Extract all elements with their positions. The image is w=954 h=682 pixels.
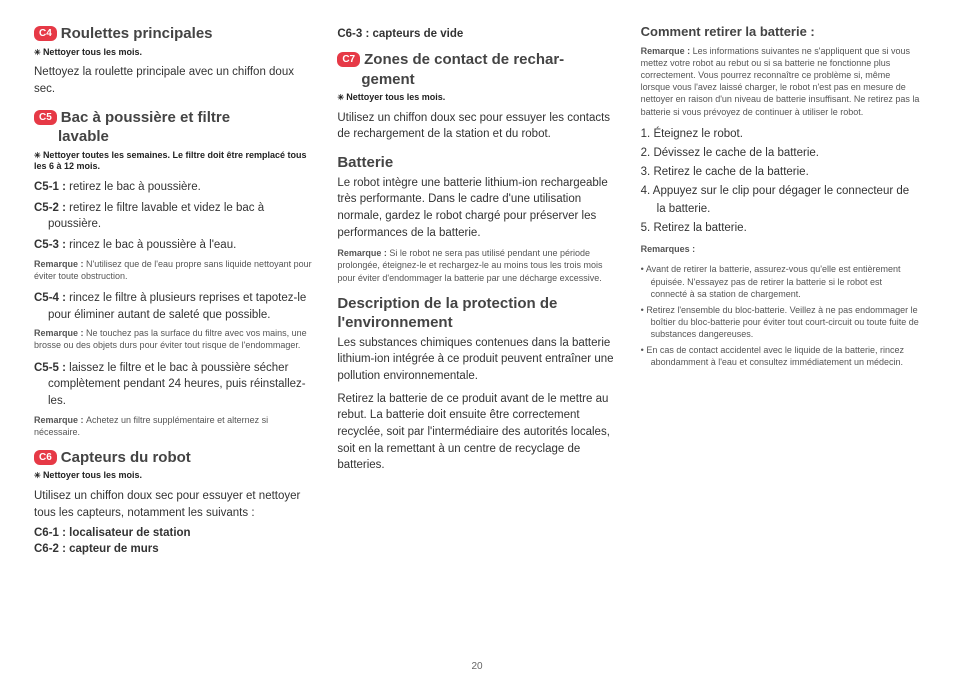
list-item: 4. Appuyez sur le clip pour dégager le c… <box>641 183 920 218</box>
step-c5-1: C5-1 : retirez le bac à poussière. <box>34 179 313 196</box>
list-item: 2. Dévissez le cache de la batterie. <box>641 145 920 162</box>
sensor-c6-2: C6-2 : capteur de murs <box>34 543 313 555</box>
page-number: 20 <box>0 661 954 672</box>
step-c5-4: C5-4 : rincez le filtre à plusieurs repr… <box>34 290 313 323</box>
heading-c6: C6 Capteurs du robot <box>34 448 313 468</box>
heading-env: Description de la protection de l'enviro… <box>337 294 616 333</box>
heading-c7: C7Zones de contact de rechar-gement <box>337 50 616 89</box>
star-c4: Nettoyer tous les mois. <box>34 47 313 59</box>
remarques-label: Remarques : <box>641 243 920 255</box>
column-1: C4 Roulettes principales Nettoyer tous le… <box>34 24 313 559</box>
list-item: Avant de retirer la batterie, assurez-vo… <box>641 263 920 299</box>
remarques-list: Avant de retirer la batterie, assurez-vo… <box>641 263 920 368</box>
title-c4: Roulettes principales <box>61 25 213 42</box>
title-c6: Capteurs du robot <box>61 449 191 466</box>
column-3: Comment retirer la batterie : Remarque :… <box>641 24 920 559</box>
badge-c4: C4 <box>34 26 57 41</box>
sensor-c6-1: C6-1 : localisateur de station <box>34 527 313 539</box>
note-c5-c: Remarque : Achetez un filtre supplémenta… <box>34 414 313 438</box>
body-env-1: Les substances chimiques contenues dans … <box>337 335 616 385</box>
title-c7: Zones de contact de rechar-gement <box>337 51 564 88</box>
column-2: C6-3 : capteurs de vide C7Zones de conta… <box>337 24 616 559</box>
body-c7: Utilisez un chiffon doux sec pour essuye… <box>337 110 616 143</box>
title-c5: Bac à poussière et filtrelavable <box>34 109 230 146</box>
heading-batterie: Batterie <box>337 153 616 173</box>
body-c4: Nettoyez la roulette principale avec un … <box>34 64 313 97</box>
body-c6: Utilisez un chiffon doux sec pour essuye… <box>34 488 313 521</box>
star-c5: Nettoyer toutes les semaines. Le filtre … <box>34 150 313 173</box>
badge-c7: C7 <box>337 52 360 67</box>
note-c5-a: Remarque : N'utilisez que de l'eau propr… <box>34 258 313 282</box>
heading-retirer: Comment retirer la batterie : <box>641 24 920 41</box>
star-c7: Nettoyer tous les mois. <box>337 92 616 104</box>
step-c5-5: C5-5 : laissez le filtre et le bac à pou… <box>34 360 313 410</box>
list-item: En cas de contact accidentel avec le liq… <box>641 344 920 368</box>
badge-c6: C6 <box>34 450 57 465</box>
page-columns: C4 Roulettes principales Nettoyer tous le… <box>0 0 954 569</box>
body-env-2: Retirez la batterie de ce produit avant … <box>337 391 616 474</box>
step-c5-3: C5-3 : rincez le bac à poussière à l'eau… <box>34 237 313 254</box>
heading-c4: C4 Roulettes principales <box>34 24 313 44</box>
page-wrapper: C4 Roulettes principales Nettoyer tous le… <box>0 0 954 682</box>
list-item: 5. Retirez la batterie. <box>641 220 920 237</box>
steps-retirer: 1. Éteignez le robot. 2. Dévissez le cac… <box>641 126 920 238</box>
step-c5-2: C5-2 : retirez le filtre lavable et vide… <box>34 200 313 233</box>
note-c5-b: Remarque : Ne touchez pas la surface du … <box>34 327 313 351</box>
heading-c5: C5Bac à poussière et filtrelavable <box>34 108 313 147</box>
list-item: Retirez l'ensemble du bloc-batterie. Vei… <box>641 304 920 340</box>
body-batterie: Le robot intègre une batterie lithium-io… <box>337 175 616 242</box>
star-c6: Nettoyer tous les mois. <box>34 470 313 482</box>
list-item: 1. Éteignez le robot. <box>641 126 920 143</box>
list-item: 3. Retirez le cache de la batterie. <box>641 164 920 181</box>
note-retirer: Remarque : Les informations suivantes ne… <box>641 45 920 118</box>
note-batterie: Remarque : Si le robot ne sera pas utili… <box>337 247 616 283</box>
badge-c5: C5 <box>34 110 57 125</box>
sensor-c6-3: C6-3 : capteurs de vide <box>337 28 616 40</box>
